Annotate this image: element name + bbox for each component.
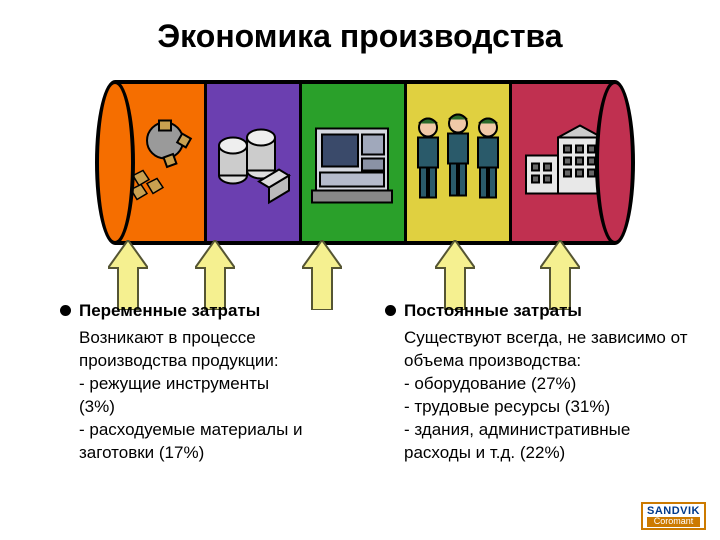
- brand-logo: SANDVIK Coromant: [641, 502, 706, 530]
- bullet-icon: [60, 305, 71, 316]
- cylinder-diagram: [95, 80, 635, 245]
- segment-materials: [205, 84, 300, 241]
- title-text: Экономика производства: [157, 18, 562, 54]
- bullet-icon: [385, 305, 396, 316]
- segment-equipment: [300, 84, 405, 241]
- tool-inserts-icon: [125, 115, 195, 210]
- segment-labor: [405, 84, 510, 241]
- logo-sub: Coromant: [647, 517, 700, 527]
- raw-bars-icon: [213, 115, 293, 210]
- segment-divider: [404, 84, 407, 241]
- right-heading: Постоянные затраты: [404, 300, 582, 323]
- building-icon: [518, 115, 608, 210]
- machine-icon: [308, 110, 398, 215]
- cylinder-right-cap: [595, 80, 635, 245]
- left-body: Возникают в процессе производства продук…: [79, 327, 365, 465]
- left-column: Переменные затраты Возникают в процессе …: [60, 300, 365, 465]
- cylinder-left-cap: [95, 80, 135, 245]
- page-title: Экономика производства: [0, 18, 720, 55]
- left-heading: Переменные затраты: [79, 300, 260, 323]
- segment-divider: [299, 84, 302, 241]
- right-column: Постоянные затраты Существуют всегда, не…: [385, 300, 690, 465]
- workers-icon: [408, 105, 508, 220]
- segment-divider: [509, 84, 512, 241]
- segment-divider: [204, 84, 207, 241]
- right-body: Существуют всегда, не зависимо от объема…: [404, 327, 690, 465]
- text-columns: Переменные затраты Возникают в процессе …: [60, 300, 690, 465]
- cylinder-body: [115, 80, 615, 245]
